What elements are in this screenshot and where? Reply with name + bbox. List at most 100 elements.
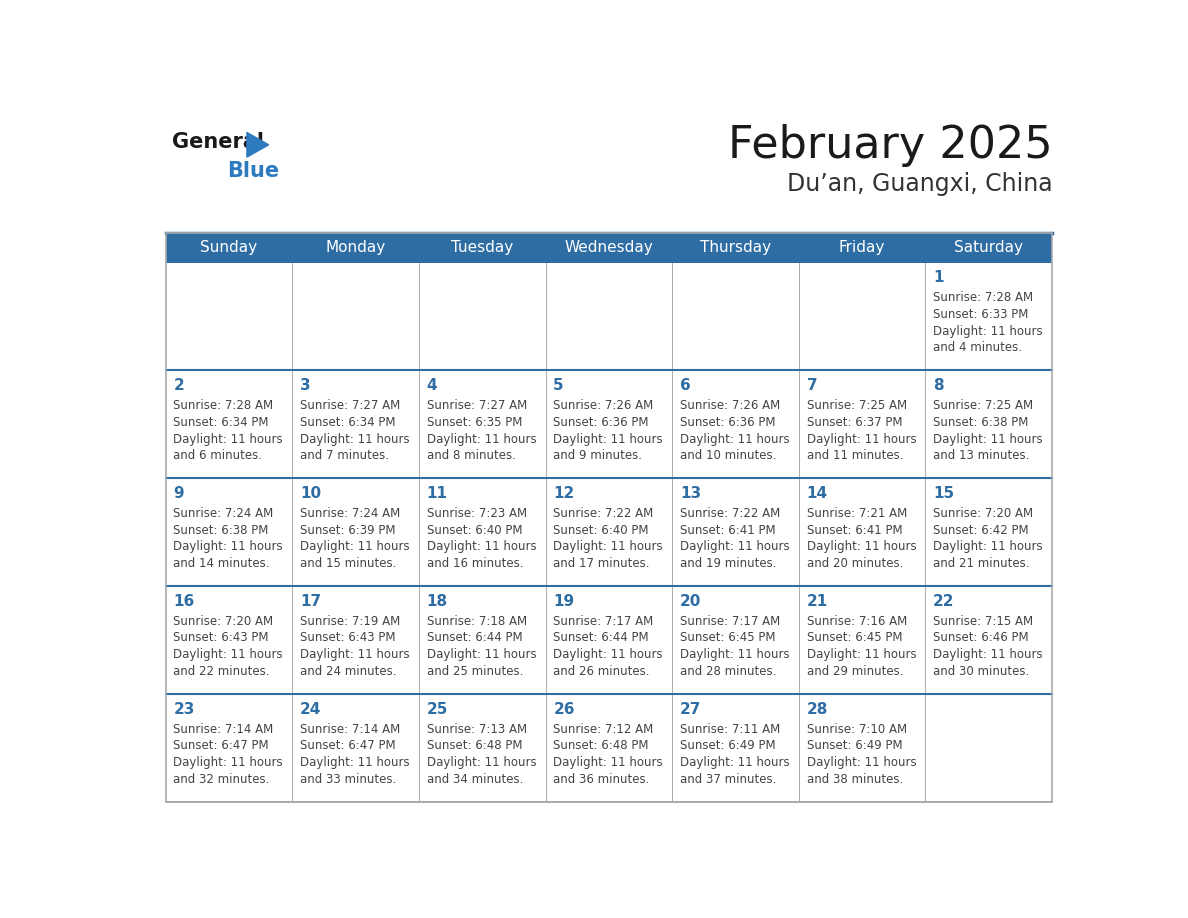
Text: and 8 minutes.: and 8 minutes. [426, 449, 516, 463]
Text: Daylight: 11 hours: Daylight: 11 hours [680, 541, 790, 554]
Text: Daylight: 11 hours: Daylight: 11 hours [807, 541, 916, 554]
Text: Sunset: 6:49 PM: Sunset: 6:49 PM [807, 739, 902, 752]
Text: Sunrise: 7:17 AM: Sunrise: 7:17 AM [554, 615, 653, 628]
Text: and 28 minutes.: and 28 minutes. [680, 665, 776, 677]
Bar [545, 694, 672, 801]
Text: and 9 minutes.: and 9 minutes. [554, 449, 643, 463]
Text: Sunrise: 7:22 AM: Sunrise: 7:22 AM [680, 507, 781, 520]
Text: Daylight: 11 hours: Daylight: 11 hours [299, 432, 410, 445]
Text: Sunset: 6:34 PM: Sunset: 6:34 PM [299, 416, 396, 429]
Text: Sunset: 6:36 PM: Sunset: 6:36 PM [554, 416, 649, 429]
Bar [292, 371, 419, 478]
Text: and 16 minutes.: and 16 minutes. [426, 557, 523, 570]
Text: Sunrise: 7:22 AM: Sunrise: 7:22 AM [554, 507, 653, 520]
Text: Daylight: 11 hours: Daylight: 11 hours [934, 325, 1043, 338]
Text: Daylight: 11 hours: Daylight: 11 hours [426, 648, 536, 661]
Bar [925, 263, 1053, 371]
Bar [925, 694, 1053, 801]
Text: and 30 minutes.: and 30 minutes. [934, 665, 1030, 677]
Text: and 17 minutes.: and 17 minutes. [554, 557, 650, 570]
Text: Sunrise: 7:28 AM: Sunrise: 7:28 AM [934, 291, 1034, 305]
Text: Sunrise: 7:18 AM: Sunrise: 7:18 AM [426, 615, 526, 628]
Text: Sunrise: 7:26 AM: Sunrise: 7:26 AM [680, 399, 781, 412]
Text: Friday: Friday [839, 241, 885, 255]
Text: Sunrise: 7:14 AM: Sunrise: 7:14 AM [173, 722, 273, 735]
Text: 6: 6 [680, 378, 690, 393]
Text: Daylight: 11 hours: Daylight: 11 hours [554, 541, 663, 554]
Text: 18: 18 [426, 594, 448, 609]
Bar [292, 586, 419, 694]
Text: Sunset: 6:45 PM: Sunset: 6:45 PM [680, 632, 776, 644]
Text: Sunrise: 7:25 AM: Sunrise: 7:25 AM [807, 399, 906, 412]
Text: Daylight: 11 hours: Daylight: 11 hours [680, 432, 790, 445]
Text: Wednesday: Wednesday [564, 241, 653, 255]
Text: Sunset: 6:42 PM: Sunset: 6:42 PM [934, 523, 1029, 537]
Text: and 14 minutes.: and 14 minutes. [173, 557, 270, 570]
Text: Sunset: 6:49 PM: Sunset: 6:49 PM [680, 739, 776, 752]
Text: and 38 minutes.: and 38 minutes. [807, 773, 903, 786]
Text: and 10 minutes.: and 10 minutes. [680, 449, 776, 463]
Text: Daylight: 11 hours: Daylight: 11 hours [299, 648, 410, 661]
Text: 11: 11 [426, 486, 448, 501]
Bar [292, 263, 419, 371]
Text: and 22 minutes.: and 22 minutes. [173, 665, 270, 677]
Bar [419, 586, 545, 694]
Text: Sunrise: 7:20 AM: Sunrise: 7:20 AM [934, 507, 1034, 520]
Text: 3: 3 [299, 378, 310, 393]
Text: 21: 21 [807, 594, 828, 609]
Text: Sunset: 6:47 PM: Sunset: 6:47 PM [173, 739, 268, 752]
Text: Sunset: 6:41 PM: Sunset: 6:41 PM [807, 523, 902, 537]
Bar [672, 586, 798, 694]
Text: Daylight: 11 hours: Daylight: 11 hours [173, 432, 283, 445]
Text: Sunrise: 7:19 AM: Sunrise: 7:19 AM [299, 615, 400, 628]
Text: and 37 minutes.: and 37 minutes. [680, 773, 776, 786]
Text: Sunset: 6:35 PM: Sunset: 6:35 PM [426, 416, 522, 429]
Text: 8: 8 [934, 378, 944, 393]
Text: Sunset: 6:45 PM: Sunset: 6:45 PM [807, 632, 902, 644]
Text: Daylight: 11 hours: Daylight: 11 hours [934, 541, 1043, 554]
Bar [925, 371, 1053, 478]
Text: 16: 16 [173, 594, 195, 609]
Bar [672, 263, 798, 371]
Text: Daylight: 11 hours: Daylight: 11 hours [934, 432, 1043, 445]
Text: Sunset: 6:40 PM: Sunset: 6:40 PM [554, 523, 649, 537]
Text: Sunrise: 7:21 AM: Sunrise: 7:21 AM [807, 507, 906, 520]
Bar [545, 371, 672, 478]
Bar [165, 478, 292, 586]
Text: Blue: Blue [228, 161, 279, 181]
Bar [292, 478, 419, 586]
Bar [419, 371, 545, 478]
Bar [545, 586, 672, 694]
Text: Sunrise: 7:16 AM: Sunrise: 7:16 AM [807, 615, 906, 628]
Bar [798, 371, 925, 478]
Text: and 21 minutes.: and 21 minutes. [934, 557, 1030, 570]
Text: Sunset: 6:34 PM: Sunset: 6:34 PM [173, 416, 268, 429]
Bar [165, 233, 1053, 801]
Text: Daylight: 11 hours: Daylight: 11 hours [426, 432, 536, 445]
Text: Sunrise: 7:28 AM: Sunrise: 7:28 AM [173, 399, 273, 412]
Text: Daylight: 11 hours: Daylight: 11 hours [173, 648, 283, 661]
Text: Daylight: 11 hours: Daylight: 11 hours [680, 648, 790, 661]
Text: Sunset: 6:38 PM: Sunset: 6:38 PM [173, 523, 268, 537]
Text: and 7 minutes.: and 7 minutes. [299, 449, 388, 463]
Bar [672, 694, 798, 801]
Text: February 2025: February 2025 [727, 124, 1053, 167]
Text: 9: 9 [173, 486, 184, 501]
Bar [165, 586, 292, 694]
Text: 23: 23 [173, 701, 195, 717]
Text: 13: 13 [680, 486, 701, 501]
Text: 20: 20 [680, 594, 701, 609]
Text: and 33 minutes.: and 33 minutes. [299, 773, 397, 786]
Text: Sunset: 6:33 PM: Sunset: 6:33 PM [934, 308, 1029, 321]
Text: Sunrise: 7:14 AM: Sunrise: 7:14 AM [299, 722, 400, 735]
Text: Saturday: Saturday [954, 241, 1023, 255]
Text: 19: 19 [554, 594, 574, 609]
Text: Daylight: 11 hours: Daylight: 11 hours [554, 432, 663, 445]
Text: Sunrise: 7:27 AM: Sunrise: 7:27 AM [426, 399, 526, 412]
Text: and 26 minutes.: and 26 minutes. [554, 665, 650, 677]
Text: Sunset: 6:38 PM: Sunset: 6:38 PM [934, 416, 1029, 429]
Bar [419, 694, 545, 801]
Text: Sunset: 6:47 PM: Sunset: 6:47 PM [299, 739, 396, 752]
Bar [798, 694, 925, 801]
Bar [419, 263, 545, 371]
